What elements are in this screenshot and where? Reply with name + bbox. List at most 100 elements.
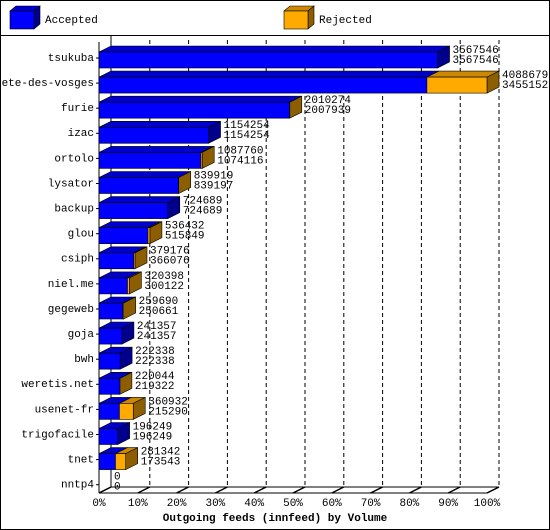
accepted-label: 515849: [165, 231, 205, 243]
y-tick-label: lysator: [48, 178, 94, 190]
x-tick-label: 30%: [205, 498, 225, 510]
bar-top: [98, 45, 450, 53]
y-tick-label: bwh: [74, 354, 94, 366]
total-label: 259690: [139, 296, 179, 308]
bar-top: [98, 146, 214, 153]
bar: [98, 152, 202, 169]
legend-swatch: [9, 10, 35, 30]
legend-label: Accepted: [45, 15, 98, 27]
bar: [98, 127, 209, 144]
bar: [98, 51, 438, 69]
legend-swatch: [283, 10, 309, 30]
y-tick-label: goja: [68, 329, 95, 341]
x-tick: [447, 486, 461, 494]
bar: [98, 352, 121, 370]
bar: [200, 152, 203, 169]
total-label: 281342: [141, 447, 181, 459]
accepted-label: 3455152: [502, 80, 548, 92]
y-tick-label: bete-des-vosges: [0, 78, 94, 90]
accepted-label: 300122: [144, 281, 184, 293]
x-tick-label: 20%: [167, 498, 187, 510]
y-tick-label: nntp4: [61, 480, 94, 492]
y-tick-label: ortolo: [54, 153, 94, 165]
accepted-label: 0: [114, 482, 121, 494]
bar: [122, 302, 124, 320]
y-tick-label: glou: [68, 229, 94, 241]
bar: [98, 101, 290, 119]
x-tick: [253, 486, 267, 494]
accepted-label: 724689: [183, 206, 223, 218]
total-label: 0: [114, 472, 121, 484]
total-label: 2010274: [305, 95, 352, 107]
bar: [98, 377, 121, 395]
x-tick: [215, 486, 228, 494]
accepted-label: 1074116: [217, 155, 263, 167]
x-tick-label: 90%: [438, 498, 458, 510]
x-tick: [137, 486, 151, 494]
x-tick: [370, 486, 383, 494]
x-tick-label: 40%: [244, 498, 264, 510]
bar: [426, 76, 488, 94]
bar-top: [98, 95, 302, 103]
bar: [127, 277, 130, 295]
x-axis-title: Outgoing feeds (innfeed) by Volume: [163, 513, 388, 525]
x-tick-label: 10%: [128, 498, 148, 510]
y-tick-label: weretis.net: [21, 379, 94, 391]
bar-top: [98, 70, 440, 78]
bar: [98, 453, 116, 470]
x-tick: [331, 486, 345, 494]
total-label: 4088679: [502, 70, 548, 82]
bar: [98, 202, 169, 219]
x-tick: [98, 486, 112, 494]
bar: [98, 403, 120, 420]
accepted-label: 215290: [148, 406, 188, 418]
total-label: 320398: [144, 271, 184, 283]
bar: [98, 327, 123, 345]
bar-top: [98, 196, 180, 203]
bar: [115, 453, 126, 470]
accepted-label: 3567546: [453, 55, 499, 67]
total-label: 1154254: [224, 120, 271, 132]
total-label: 839919: [194, 170, 234, 182]
x-tick-label: 80%: [399, 498, 419, 510]
bar: [98, 252, 135, 270]
accepted-label: 196249: [133, 431, 173, 443]
total-label: 724689: [183, 196, 223, 208]
bar: [98, 177, 179, 194]
y-tick-label: usenet-fr: [35, 404, 94, 416]
legend-label: Rejected: [319, 15, 372, 27]
x-tick: [292, 486, 306, 494]
accepted-label: 241357: [137, 331, 177, 343]
accepted-label: 366076: [150, 256, 190, 268]
bar: [119, 403, 134, 420]
y-tick-label: gegeweb: [48, 304, 94, 316]
y-tick-label: csiph: [61, 254, 94, 266]
accepted-label: 250661: [139, 306, 179, 318]
bar: [133, 252, 136, 270]
total-label: 379176: [150, 246, 190, 258]
bar-top: [98, 171, 191, 178]
accepted-label: 2007939: [305, 105, 351, 117]
x-tick-label: 70%: [361, 498, 381, 510]
total-label: 222338: [135, 346, 175, 358]
bar: [98, 227, 149, 244]
bar: [98, 302, 124, 320]
y-tick-label: tsukuba: [48, 53, 95, 65]
total-label: 360932: [148, 396, 188, 408]
bar: [98, 277, 128, 295]
accepted-label: 839197: [194, 180, 234, 192]
bar: [147, 227, 151, 244]
y-tick-label: trigofacile: [21, 429, 94, 441]
y-tick-label: furie: [61, 103, 94, 115]
total-label: 220044: [135, 371, 175, 383]
bar: [98, 428, 118, 445]
bar-top: [98, 121, 221, 128]
bar: [98, 76, 428, 94]
y-tick-label: tnet: [68, 455, 94, 467]
x-tick: [486, 486, 500, 494]
y-tick-label: izac: [68, 128, 94, 140]
x-tick: [176, 486, 189, 494]
x-tick-label: 60%: [322, 498, 342, 510]
accepted-label: 1154254: [224, 130, 271, 142]
